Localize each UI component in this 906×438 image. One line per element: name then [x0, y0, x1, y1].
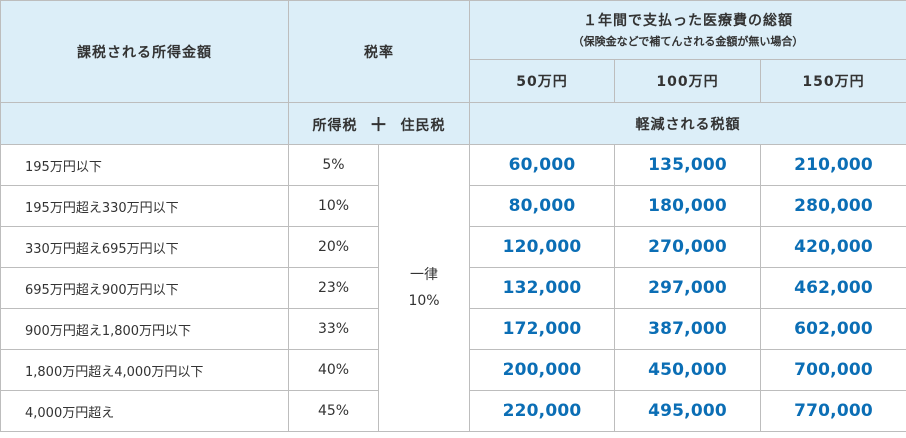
reduced-tax-150: 700,000 [759, 349, 906, 391]
table-row: 195万円超え330万円以下 10% 80,000 180,000 280,00… [0, 185, 906, 227]
reduced-tax-150: 210,000 [759, 144, 906, 186]
tax-rate-header: 税率 [288, 0, 470, 103]
reduced-tax-header: 軽減される税額 [468, 102, 906, 145]
income-tax-rate: 10% [288, 185, 379, 227]
table-row: 330万円超え695万円以下 20% 120,000 270,000 420,0… [0, 226, 906, 268]
resident-tax-label: 住民税 [400, 117, 446, 134]
income-header-blank [0, 102, 289, 145]
income-tax-rate: 23% [288, 267, 379, 309]
table-row: 695万円超え900万円以下 23% 132,000 297,000 462,0… [0, 267, 906, 309]
reduced-tax-100: 135,000 [614, 144, 761, 186]
table-row: 1,800万円超え4,000万円以下 40% 200,000 450,000 7… [0, 349, 906, 391]
income-bracket: 330万円超え695万円以下 [0, 226, 289, 268]
reduced-tax-100: 297,000 [614, 267, 761, 309]
reduced-tax-50: 132,000 [469, 267, 615, 309]
reduced-tax-100: 495,000 [614, 390, 761, 432]
reduced-tax-50: 80,000 [469, 185, 615, 227]
reduced-tax-100: 180,000 [614, 185, 761, 227]
income-tax-rate: 20% [288, 226, 379, 268]
reduced-tax-50: 200,000 [469, 349, 615, 391]
income-tax-label: 所得税 [312, 117, 358, 134]
resident-tax-line2: 10% [408, 293, 440, 309]
reduced-tax-50: 60,000 [469, 144, 615, 186]
amount-header-50: 50万円 [469, 59, 615, 103]
reduced-tax-150: 602,000 [759, 308, 906, 350]
medical-total-header: １年間で支払った医療費の総額 （保険金などで補てんされる金額が無い場合） [468, 0, 906, 60]
amount-header-100: 100万円 [614, 59, 761, 103]
income-tax-rate: 5% [288, 144, 379, 186]
reduced-tax-150: 462,000 [759, 267, 906, 309]
resident-tax-rate: 一律 10% [378, 144, 470, 432]
tax-type-header: 所得税 ＋ 住民税 [288, 102, 470, 145]
income-bracket: 195万円以下 [0, 144, 289, 186]
income-bracket: 4,000万円超え [0, 390, 289, 432]
income-bracket: 900万円超え1,800万円以下 [0, 308, 289, 350]
income-bracket: 1,800万円超え4,000万円以下 [0, 349, 289, 391]
reduced-tax-50: 120,000 [469, 226, 615, 268]
amount-header-150: 150万円 [759, 59, 906, 103]
reduced-tax-150: 770,000 [759, 390, 906, 432]
income-tax-rate: 33% [288, 308, 379, 350]
income-tax-rate: 40% [288, 349, 379, 391]
income-bracket: 195万円超え330万円以下 [0, 185, 289, 227]
income-bracket: 695万円超え900万円以下 [0, 267, 289, 309]
resident-tax-line1: 一律 [410, 267, 438, 283]
reduced-tax-100: 270,000 [614, 226, 761, 268]
income-header: 課税される所得金額 [0, 0, 289, 103]
reduced-tax-50: 220,000 [469, 390, 615, 432]
income-header-label: 課税される所得金額 [77, 44, 212, 61]
table-row: 900万円超え1,800万円以下 33% 172,000 387,000 602… [0, 308, 906, 350]
income-tax-rate: 45% [288, 390, 379, 432]
reduced-tax-100: 450,000 [614, 349, 761, 391]
plus-sign: ＋ [369, 114, 389, 136]
reduced-tax-100: 387,000 [614, 308, 761, 350]
table-row: 195万円以下 5% 一律 10% 60,000 135,000 210,000 [0, 144, 906, 432]
tax-rate-header-label: 税率 [364, 44, 394, 61]
reduced-tax-150: 280,000 [759, 185, 906, 227]
reduced-tax-150: 420,000 [759, 226, 906, 268]
table-row: 4,000万円超え 45% 220,000 495,000 770,000 [0, 390, 906, 432]
reduced-tax-50: 172,000 [469, 308, 615, 350]
medical-total-note: （保険金などで補てんされる金額が無い場合） [572, 35, 804, 48]
medical-total-title: １年間で支払った医療費の総額 [583, 13, 794, 29]
